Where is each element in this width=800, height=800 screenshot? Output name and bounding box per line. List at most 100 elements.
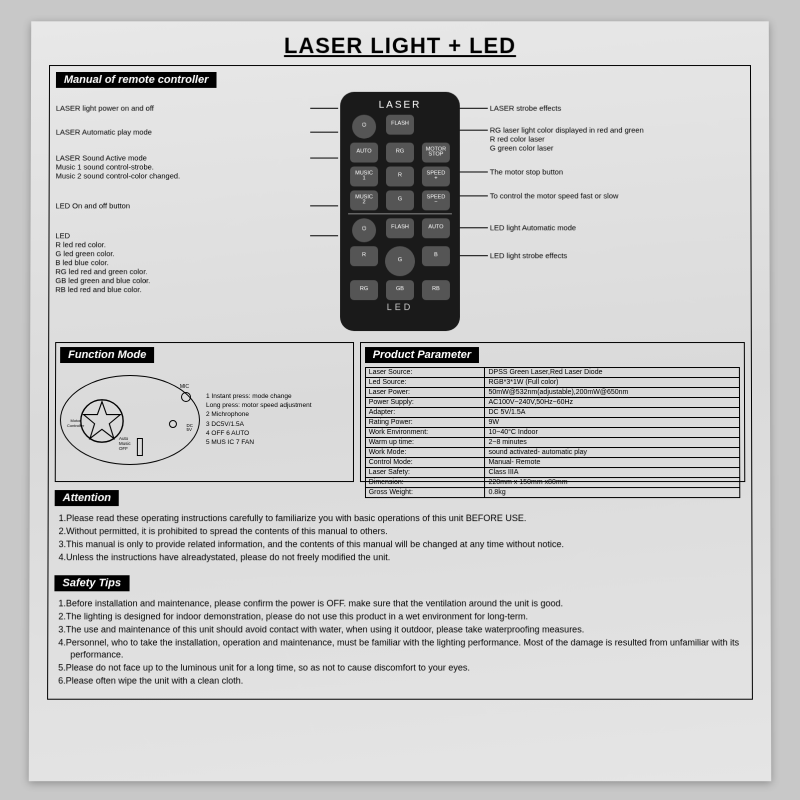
mic-label: MIC bbox=[180, 384, 189, 390]
table-cell: Led Source: bbox=[365, 378, 485, 388]
remote-btn: ⏻ bbox=[352, 218, 376, 242]
list-item: 3.The use and maintenance of this unit s… bbox=[58, 623, 741, 635]
remote-btn: G bbox=[385, 246, 415, 276]
device-oval: MIC DC5V AutoMusicOFF MotorController bbox=[60, 375, 200, 465]
mic-hole bbox=[181, 392, 191, 402]
list-item: 5.Please do not face up to the luminous … bbox=[58, 662, 742, 674]
leader-line bbox=[310, 158, 338, 159]
func-legend: 1 Instant press: mode change Long press:… bbox=[206, 392, 312, 447]
func-header: Function Mode bbox=[60, 347, 154, 363]
remote-top-label: LASER bbox=[348, 100, 452, 111]
table-row: Work Environment:10~40°C Indoor bbox=[365, 428, 739, 438]
table-cell: Work Environment: bbox=[365, 428, 485, 438]
remote-btn: FLASH bbox=[386, 218, 414, 238]
remote-btn: SPEED + bbox=[422, 167, 450, 187]
manual-page: LASER LIGHT + LED Manual of remote contr… bbox=[29, 21, 771, 781]
callout-left: LASER Sound Active mode Music 1 sound co… bbox=[56, 154, 311, 181]
table-cell: 0.8kg bbox=[485, 488, 740, 498]
table-cell: 220mm x 150mm x80mm bbox=[485, 478, 740, 488]
remote-btn: RG bbox=[350, 280, 378, 300]
table-cell: DPSS Green Laser,Red Laser Diode bbox=[485, 368, 739, 378]
remote-btn: RG bbox=[386, 143, 414, 163]
leader-line bbox=[310, 235, 338, 236]
table-row: Rating Power:9W bbox=[365, 418, 739, 428]
table-row: Control Mode:Manual- Remote bbox=[365, 458, 740, 468]
callout-right: LED light strobe effects bbox=[490, 251, 745, 260]
func-legend-item: Long press: motor speed adjustment bbox=[206, 401, 312, 410]
table-row: Laser Source:DPSS Green Laser,Red Laser … bbox=[365, 368, 739, 378]
table-row: Dimension:220mm x 150mm x80mm bbox=[365, 478, 740, 488]
row-func-param: Function Mode MIC DC5V AutoMusicOFF M bbox=[55, 342, 745, 482]
safety-list: 1.Before installation and maintenance, p… bbox=[54, 595, 746, 690]
table-row: Warm up time:2~8 minutes bbox=[365, 438, 739, 448]
page-title: LASER LIGHT + LED bbox=[49, 33, 751, 59]
remote-btn: FLASH bbox=[386, 115, 414, 135]
main-frame: Manual of remote controller LASER ⏻ FLASH… bbox=[47, 65, 753, 699]
callout-left: LED On and off button bbox=[56, 201, 311, 210]
table-cell: Laser Power: bbox=[365, 388, 485, 398]
table-row: Power Supply:AC100V~240V,50Hz~60Hz bbox=[365, 398, 739, 408]
callout-right: LED light Automatic mode bbox=[490, 223, 745, 232]
remote-btn: AUTO bbox=[350, 143, 378, 163]
remote-btn: RB bbox=[422, 280, 450, 300]
leader-line bbox=[310, 108, 338, 109]
leader-line bbox=[310, 132, 338, 133]
remote-btn: R bbox=[350, 246, 378, 266]
table-cell: sound activated- automatic play bbox=[485, 448, 740, 458]
function-mode-box: Function Mode MIC DC5V AutoMusicOFF M bbox=[55, 342, 354, 482]
table-cell: Adapter: bbox=[365, 407, 485, 417]
func-diagram: MIC DC5V AutoMusicOFF MotorController 1 … bbox=[60, 367, 349, 472]
list-item: 2.Without permitted, it is prohibited to… bbox=[59, 525, 742, 537]
table-cell: Warm up time: bbox=[365, 438, 485, 448]
table-cell: 50mW@532nm(adjustable),200mW@650nm bbox=[485, 388, 740, 398]
table-cell: Work Mode: bbox=[365, 448, 485, 458]
dc-jack bbox=[169, 420, 177, 428]
table-cell: DC 5V/1.5A bbox=[485, 407, 740, 417]
safety-section: Safety Tips 1.Before installation and ma… bbox=[54, 573, 746, 690]
table-cell: 10~40°C Indoor bbox=[485, 428, 740, 438]
switch bbox=[137, 438, 143, 456]
remote-btn: MOTOR STOP bbox=[422, 143, 450, 163]
callout-left: LED R led red color. G led green color. … bbox=[55, 231, 310, 294]
param-header: Product Parameter bbox=[365, 347, 479, 363]
switch-label: AutoMusicOFF bbox=[119, 436, 131, 451]
table-cell: Rating Power: bbox=[365, 418, 485, 428]
remote-btn: GB bbox=[386, 280, 414, 300]
list-item: 3.This manual is only to provide related… bbox=[59, 538, 742, 550]
attention-header: Attention bbox=[55, 490, 119, 506]
remote-body: LASER ⏻ FLASH AUTO RG MOTOR STOP MUSIC 1 R SPEE… bbox=[340, 92, 460, 331]
leader-line bbox=[460, 171, 488, 172]
leader-line bbox=[460, 195, 488, 196]
dc-label: DC5V bbox=[186, 424, 193, 433]
table-row: Adapter:DC 5V/1.5A bbox=[365, 407, 739, 417]
attention-section: Attention 1.Please read these operating … bbox=[54, 488, 745, 567]
callout-right: The motor stop button bbox=[490, 168, 745, 177]
remote-btn: MUSIC 1 bbox=[350, 167, 378, 187]
table-cell: 2~8 minutes bbox=[485, 438, 740, 448]
list-item: 6.Please often wipe the unit with a clea… bbox=[58, 675, 742, 687]
remote-btn: B bbox=[422, 246, 450, 266]
remote-section: Manual of remote controller LASER ⏻ FLASH… bbox=[55, 70, 745, 336]
leader-line bbox=[460, 255, 488, 256]
remote-lower-grid: ⏻FLASHAUTORGBRGGBRB bbox=[348, 218, 452, 300]
table-row: Gross Weight:0.8kg bbox=[365, 488, 740, 498]
param-box: Product Parameter Laser Source:DPSS Gree… bbox=[360, 342, 746, 482]
callout-left: LASER light power on and off bbox=[56, 104, 310, 113]
remote-upper-grid: ⏻FLASHAUTORGMOTOR STOPMUSIC 1RSPEED +MUS… bbox=[348, 115, 452, 211]
callout-right: RG laser light color displayed in red an… bbox=[490, 126, 744, 153]
table-cell: Laser Safety: bbox=[365, 468, 485, 478]
table-cell: Power Supply: bbox=[365, 398, 485, 408]
list-item: 4.Unless the instructions have alreadyst… bbox=[59, 552, 742, 564]
callout-right: LASER strobe effects bbox=[490, 104, 744, 113]
motor-ctrl-label: MotorController bbox=[67, 418, 84, 428]
list-item: 4.Personnel, who to take the installatio… bbox=[58, 636, 742, 660]
param-table: Laser Source:DPSS Green Laser,Red Laser … bbox=[365, 367, 741, 498]
leader-line bbox=[460, 227, 488, 228]
func-legend-item: 2 Michrophone bbox=[206, 410, 312, 419]
remote-btn: AUTO bbox=[422, 218, 450, 238]
remote-header: Manual of remote controller bbox=[56, 72, 216, 88]
table-cell: 9W bbox=[485, 418, 740, 428]
table-cell: Gross Weight: bbox=[365, 488, 485, 498]
func-legend-item: 3 DC5V/1.5A bbox=[206, 420, 312, 429]
leader-line bbox=[310, 205, 338, 206]
